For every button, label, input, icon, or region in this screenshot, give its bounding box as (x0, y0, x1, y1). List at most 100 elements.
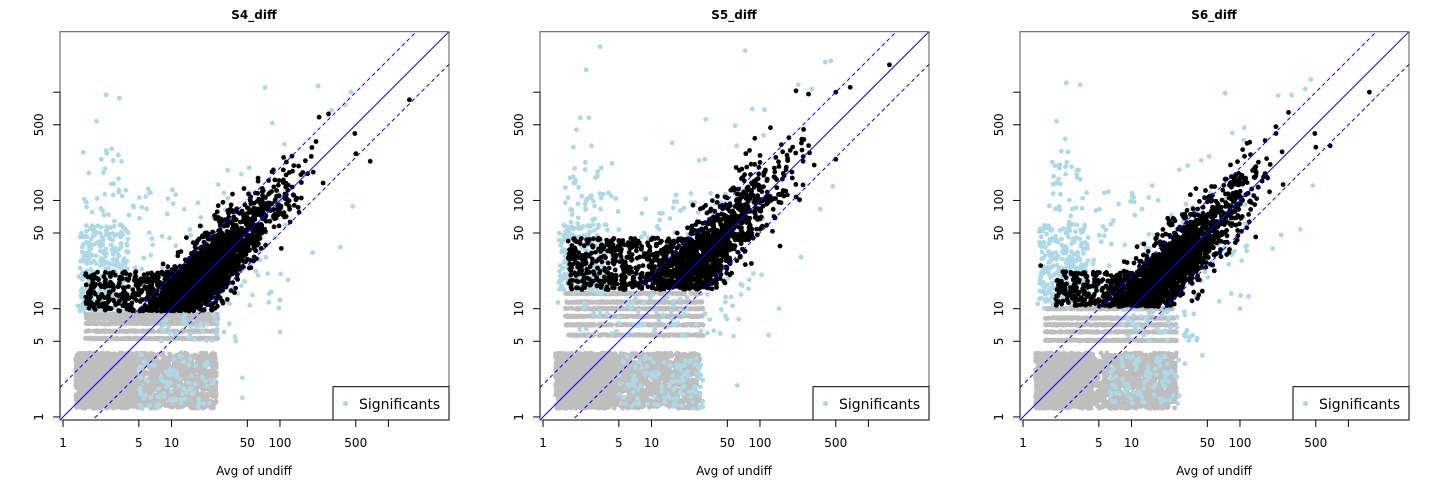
point-blue (122, 226, 128, 232)
point-blue (148, 190, 153, 196)
point-blue (112, 218, 117, 224)
point-grey (84, 373, 90, 378)
point-grey (102, 396, 108, 401)
point-black (291, 163, 297, 169)
point-blue (212, 377, 218, 383)
point-black (240, 264, 246, 269)
point-grey (96, 312, 102, 317)
point-blue (98, 263, 103, 268)
point-black (269, 189, 274, 194)
point-blue (184, 389, 189, 395)
point-blue (143, 194, 149, 199)
point-grey (76, 377, 82, 383)
point-blue (242, 279, 248, 284)
point-grey (126, 328, 132, 334)
point-grey (200, 351, 206, 356)
point-blue (164, 211, 170, 217)
point-blue (139, 204, 145, 210)
point-blue (111, 224, 117, 229)
point-blue (107, 261, 112, 266)
point-blue (89, 223, 95, 229)
point-blue (165, 196, 171, 202)
point-blue (137, 386, 143, 392)
point-grey (149, 336, 155, 342)
point-blue (156, 386, 161, 391)
point-grey (200, 388, 206, 394)
point-grey (148, 389, 154, 394)
point-black (182, 257, 188, 263)
point-grey (89, 381, 95, 386)
point-grey (159, 369, 164, 374)
point-grey (127, 365, 132, 371)
point-grey (194, 355, 200, 361)
point-blue (112, 233, 118, 239)
point-blue (226, 321, 232, 327)
point-grey (199, 385, 204, 390)
point-grey (200, 316, 206, 322)
point-blue (166, 324, 172, 330)
point-blue (95, 223, 100, 229)
point-blue (94, 240, 100, 245)
point-black (272, 177, 278, 183)
point-grey (113, 381, 119, 387)
point-grey (194, 368, 200, 373)
point-grey (90, 355, 96, 361)
point-blue (191, 337, 197, 342)
point-grey (115, 377, 120, 383)
point-blue (103, 232, 109, 238)
point-grey (185, 316, 191, 321)
point-blue (94, 229, 99, 235)
point-grey (209, 354, 215, 359)
point-grey (105, 386, 111, 391)
point-grey (78, 358, 83, 364)
point-blue (193, 381, 198, 387)
point-grey (143, 321, 149, 327)
point-black (216, 295, 222, 301)
point-grey (213, 398, 219, 404)
point-blue (171, 356, 177, 362)
point-grey (210, 366, 216, 371)
point-grey (153, 336, 159, 341)
point-grey (133, 361, 139, 366)
point-blue (310, 250, 315, 256)
point-blue (119, 262, 125, 268)
point-grey (143, 383, 149, 388)
point-blue (181, 320, 187, 326)
point-blue (174, 369, 180, 375)
point-blue (188, 232, 194, 238)
point-blue (141, 364, 146, 370)
point-blue (110, 257, 116, 262)
point-grey (121, 387, 127, 393)
point-blue (138, 390, 144, 396)
point-grey (104, 361, 110, 366)
point-blue (156, 401, 162, 407)
point-grey (174, 402, 180, 408)
point-blue (214, 319, 219, 324)
point-grey (198, 354, 204, 360)
point-black (309, 145, 315, 150)
point-grey (105, 355, 110, 360)
point-blue (181, 206, 187, 212)
point-blue (152, 363, 157, 368)
point-black (287, 219, 293, 225)
point-blue (159, 338, 164, 344)
point-grey (109, 390, 115, 396)
point-blue (337, 244, 343, 250)
point-blue (278, 271, 284, 277)
point-blue (238, 283, 244, 288)
point-blue (116, 176, 121, 182)
point-black (263, 218, 269, 224)
point-black (217, 222, 223, 228)
point-blue (227, 301, 232, 306)
point-blue (263, 254, 269, 260)
point-grey (153, 321, 158, 326)
point-black (241, 186, 247, 191)
point-grey (109, 370, 114, 376)
point-blue (285, 277, 291, 283)
point-grey (73, 374, 79, 379)
point-blue (116, 95, 122, 101)
point-blue (110, 249, 116, 255)
point-blue (136, 366, 142, 372)
point-blue (262, 85, 268, 91)
